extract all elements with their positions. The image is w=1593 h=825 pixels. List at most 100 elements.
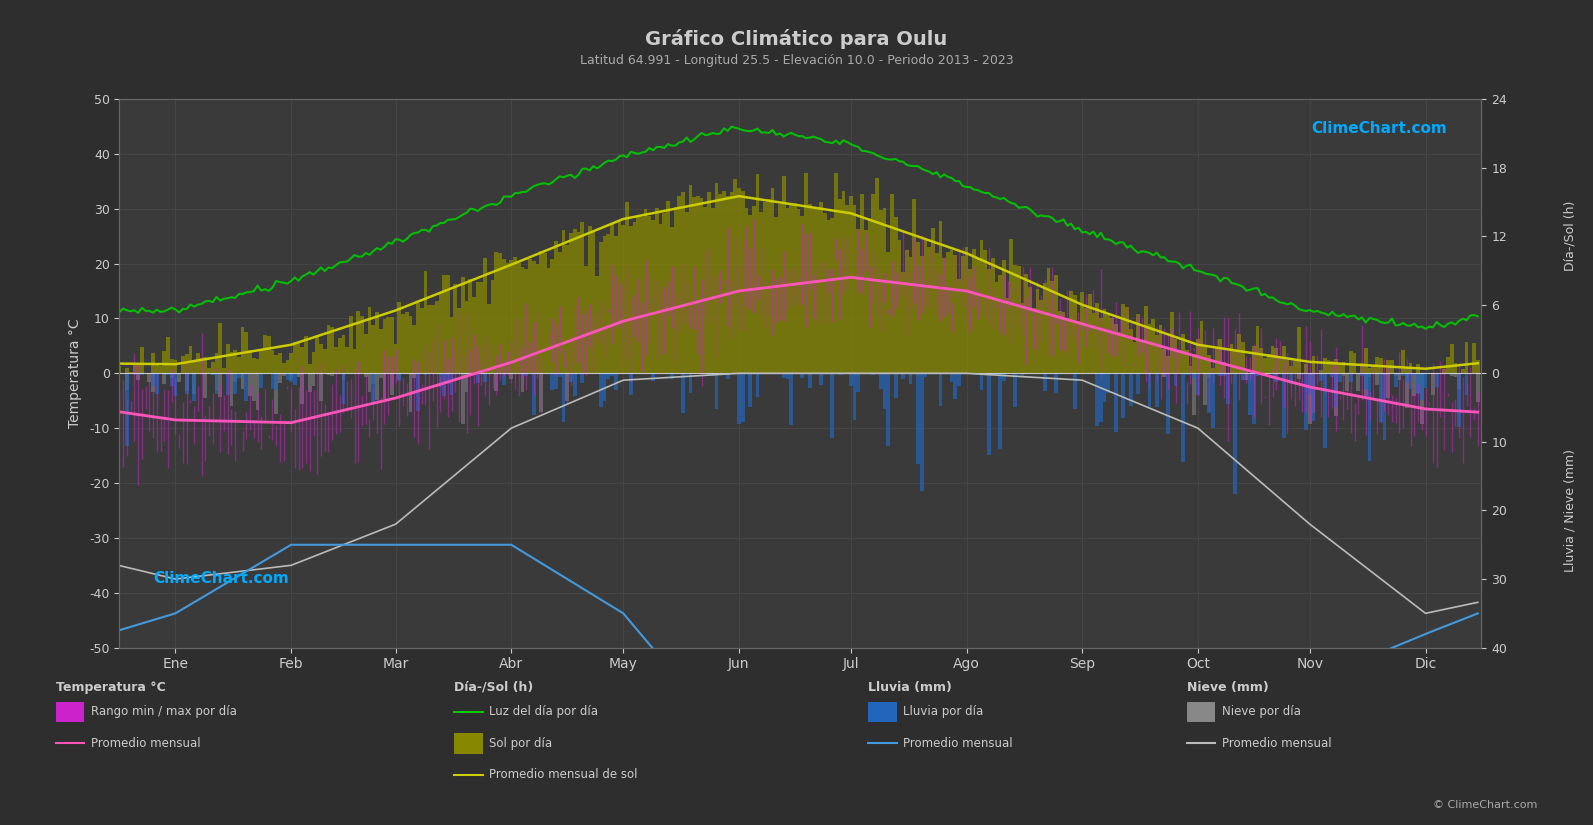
Bar: [185, 373, 188, 390]
Bar: [879, 210, 883, 373]
Bar: [546, 268, 551, 373]
Bar: [777, 205, 782, 373]
Bar: [916, 373, 919, 464]
Bar: [118, 366, 121, 373]
Bar: [812, 208, 816, 373]
Bar: [857, 373, 860, 392]
Bar: [789, 203, 793, 373]
Bar: [1383, 373, 1386, 375]
Bar: [524, 373, 529, 375]
Bar: [1352, 352, 1357, 373]
Bar: [1174, 373, 1177, 386]
Bar: [763, 201, 766, 373]
Bar: [401, 314, 405, 373]
Bar: [162, 351, 166, 373]
Bar: [1464, 373, 1469, 395]
Bar: [438, 294, 443, 373]
Bar: [446, 276, 449, 373]
Bar: [1024, 275, 1027, 373]
Bar: [1110, 318, 1114, 373]
Bar: [558, 373, 562, 377]
Bar: [1192, 354, 1196, 373]
Bar: [446, 373, 449, 384]
Bar: [140, 373, 143, 375]
Bar: [1297, 328, 1300, 373]
Bar: [566, 373, 569, 401]
Bar: [816, 208, 819, 373]
Bar: [1405, 367, 1408, 373]
Bar: [1188, 365, 1192, 373]
Bar: [249, 373, 252, 396]
Bar: [602, 373, 607, 401]
Bar: [1289, 366, 1294, 373]
Bar: [435, 301, 438, 373]
Bar: [513, 257, 516, 373]
Bar: [1322, 358, 1327, 373]
Bar: [607, 234, 610, 373]
Bar: [483, 373, 487, 382]
Bar: [972, 249, 977, 373]
Bar: [379, 373, 382, 378]
Bar: [1416, 364, 1419, 373]
Bar: [1397, 373, 1402, 380]
Bar: [994, 373, 999, 375]
Bar: [1330, 361, 1333, 373]
Bar: [126, 373, 129, 390]
Bar: [330, 373, 335, 375]
Bar: [1416, 373, 1419, 394]
Bar: [1211, 373, 1215, 428]
Bar: [413, 373, 416, 378]
Bar: [282, 363, 285, 373]
Bar: [1368, 373, 1372, 377]
Bar: [1305, 365, 1308, 373]
Bar: [801, 373, 804, 378]
Bar: [1005, 298, 1010, 373]
Bar: [935, 252, 938, 373]
Bar: [346, 346, 349, 373]
Text: Lluvia por día: Lluvia por día: [903, 705, 983, 719]
Bar: [244, 373, 249, 402]
Bar: [393, 344, 398, 373]
Bar: [938, 373, 943, 407]
Bar: [696, 196, 699, 373]
Bar: [551, 259, 554, 373]
Bar: [1066, 318, 1069, 373]
Bar: [749, 214, 752, 373]
Bar: [491, 280, 494, 373]
Bar: [726, 373, 730, 380]
Bar: [279, 353, 282, 373]
Bar: [652, 220, 655, 373]
Bar: [1255, 326, 1260, 373]
Bar: [1252, 373, 1255, 424]
Bar: [1289, 373, 1294, 384]
Bar: [569, 233, 573, 373]
Bar: [218, 373, 221, 398]
Bar: [255, 359, 260, 373]
Bar: [1125, 307, 1129, 373]
Bar: [988, 269, 991, 373]
Bar: [1305, 373, 1308, 431]
Bar: [151, 353, 155, 373]
Bar: [916, 243, 919, 373]
Bar: [599, 242, 602, 373]
Bar: [1244, 373, 1249, 380]
Bar: [1263, 358, 1266, 373]
Bar: [1180, 334, 1185, 373]
Bar: [1327, 361, 1330, 373]
Bar: [1375, 373, 1380, 385]
Bar: [301, 373, 304, 403]
Bar: [949, 373, 954, 382]
Bar: [271, 373, 274, 389]
Bar: [1308, 373, 1311, 394]
Bar: [1431, 373, 1435, 395]
Bar: [226, 344, 229, 373]
Bar: [908, 373, 913, 384]
Bar: [1192, 373, 1196, 379]
Bar: [830, 218, 835, 373]
Text: Sol por día: Sol por día: [489, 737, 553, 750]
Bar: [252, 358, 255, 373]
Bar: [532, 373, 535, 415]
Bar: [535, 264, 540, 373]
Bar: [804, 172, 808, 373]
Bar: [382, 373, 386, 399]
